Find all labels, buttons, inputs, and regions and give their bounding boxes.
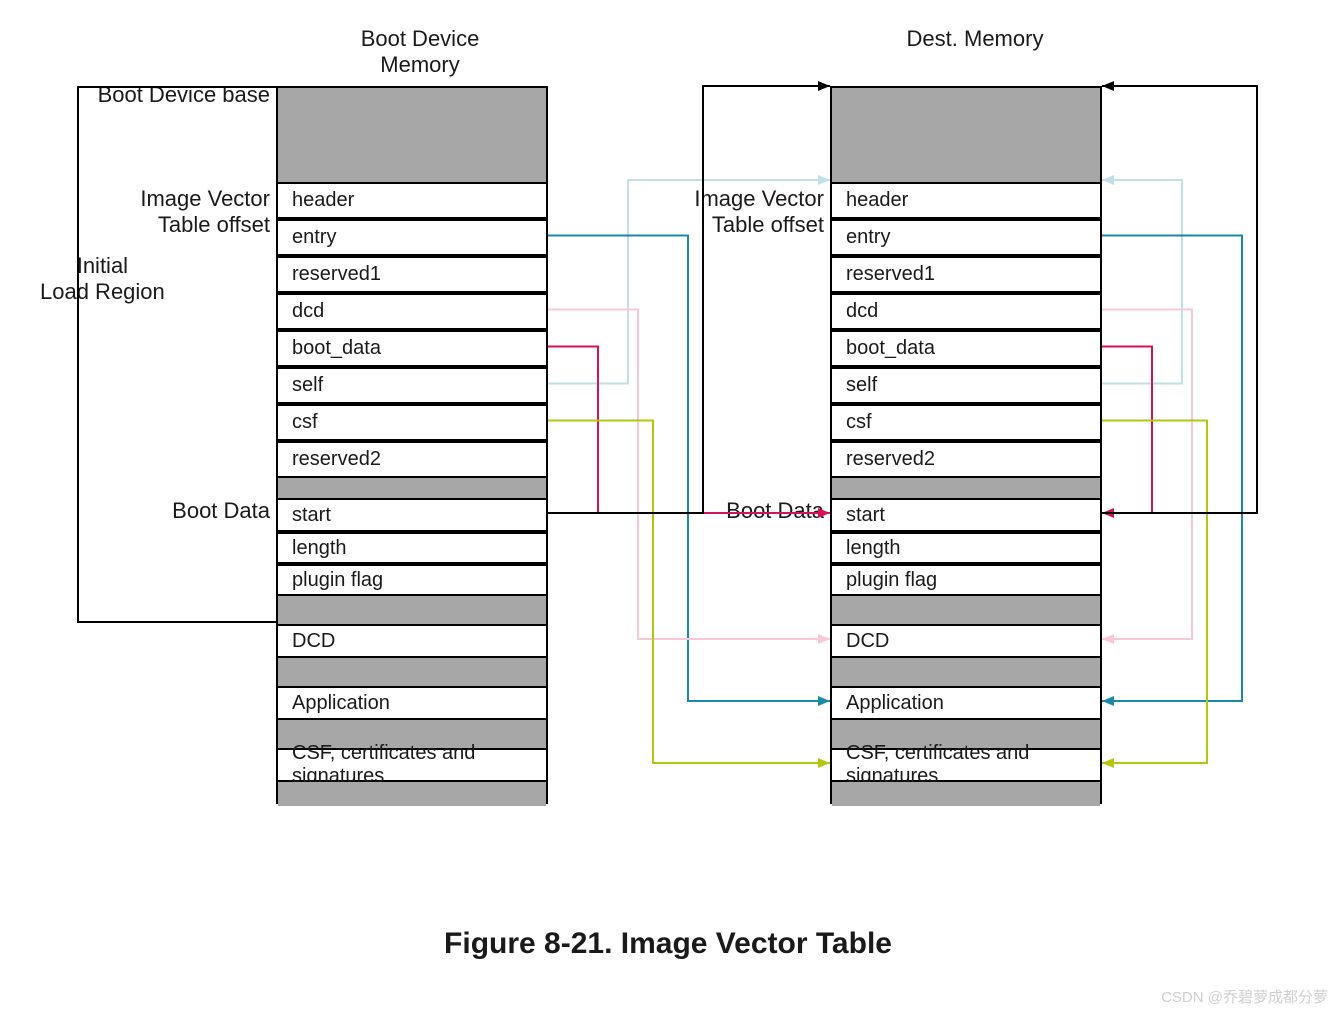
figure-caption: Figure 8-21. Image Vector Table xyxy=(0,927,1336,961)
arrows-overlay xyxy=(0,0,1336,1020)
watermark-text: CSDN @乔碧萝成都分萝 xyxy=(1161,986,1328,1007)
